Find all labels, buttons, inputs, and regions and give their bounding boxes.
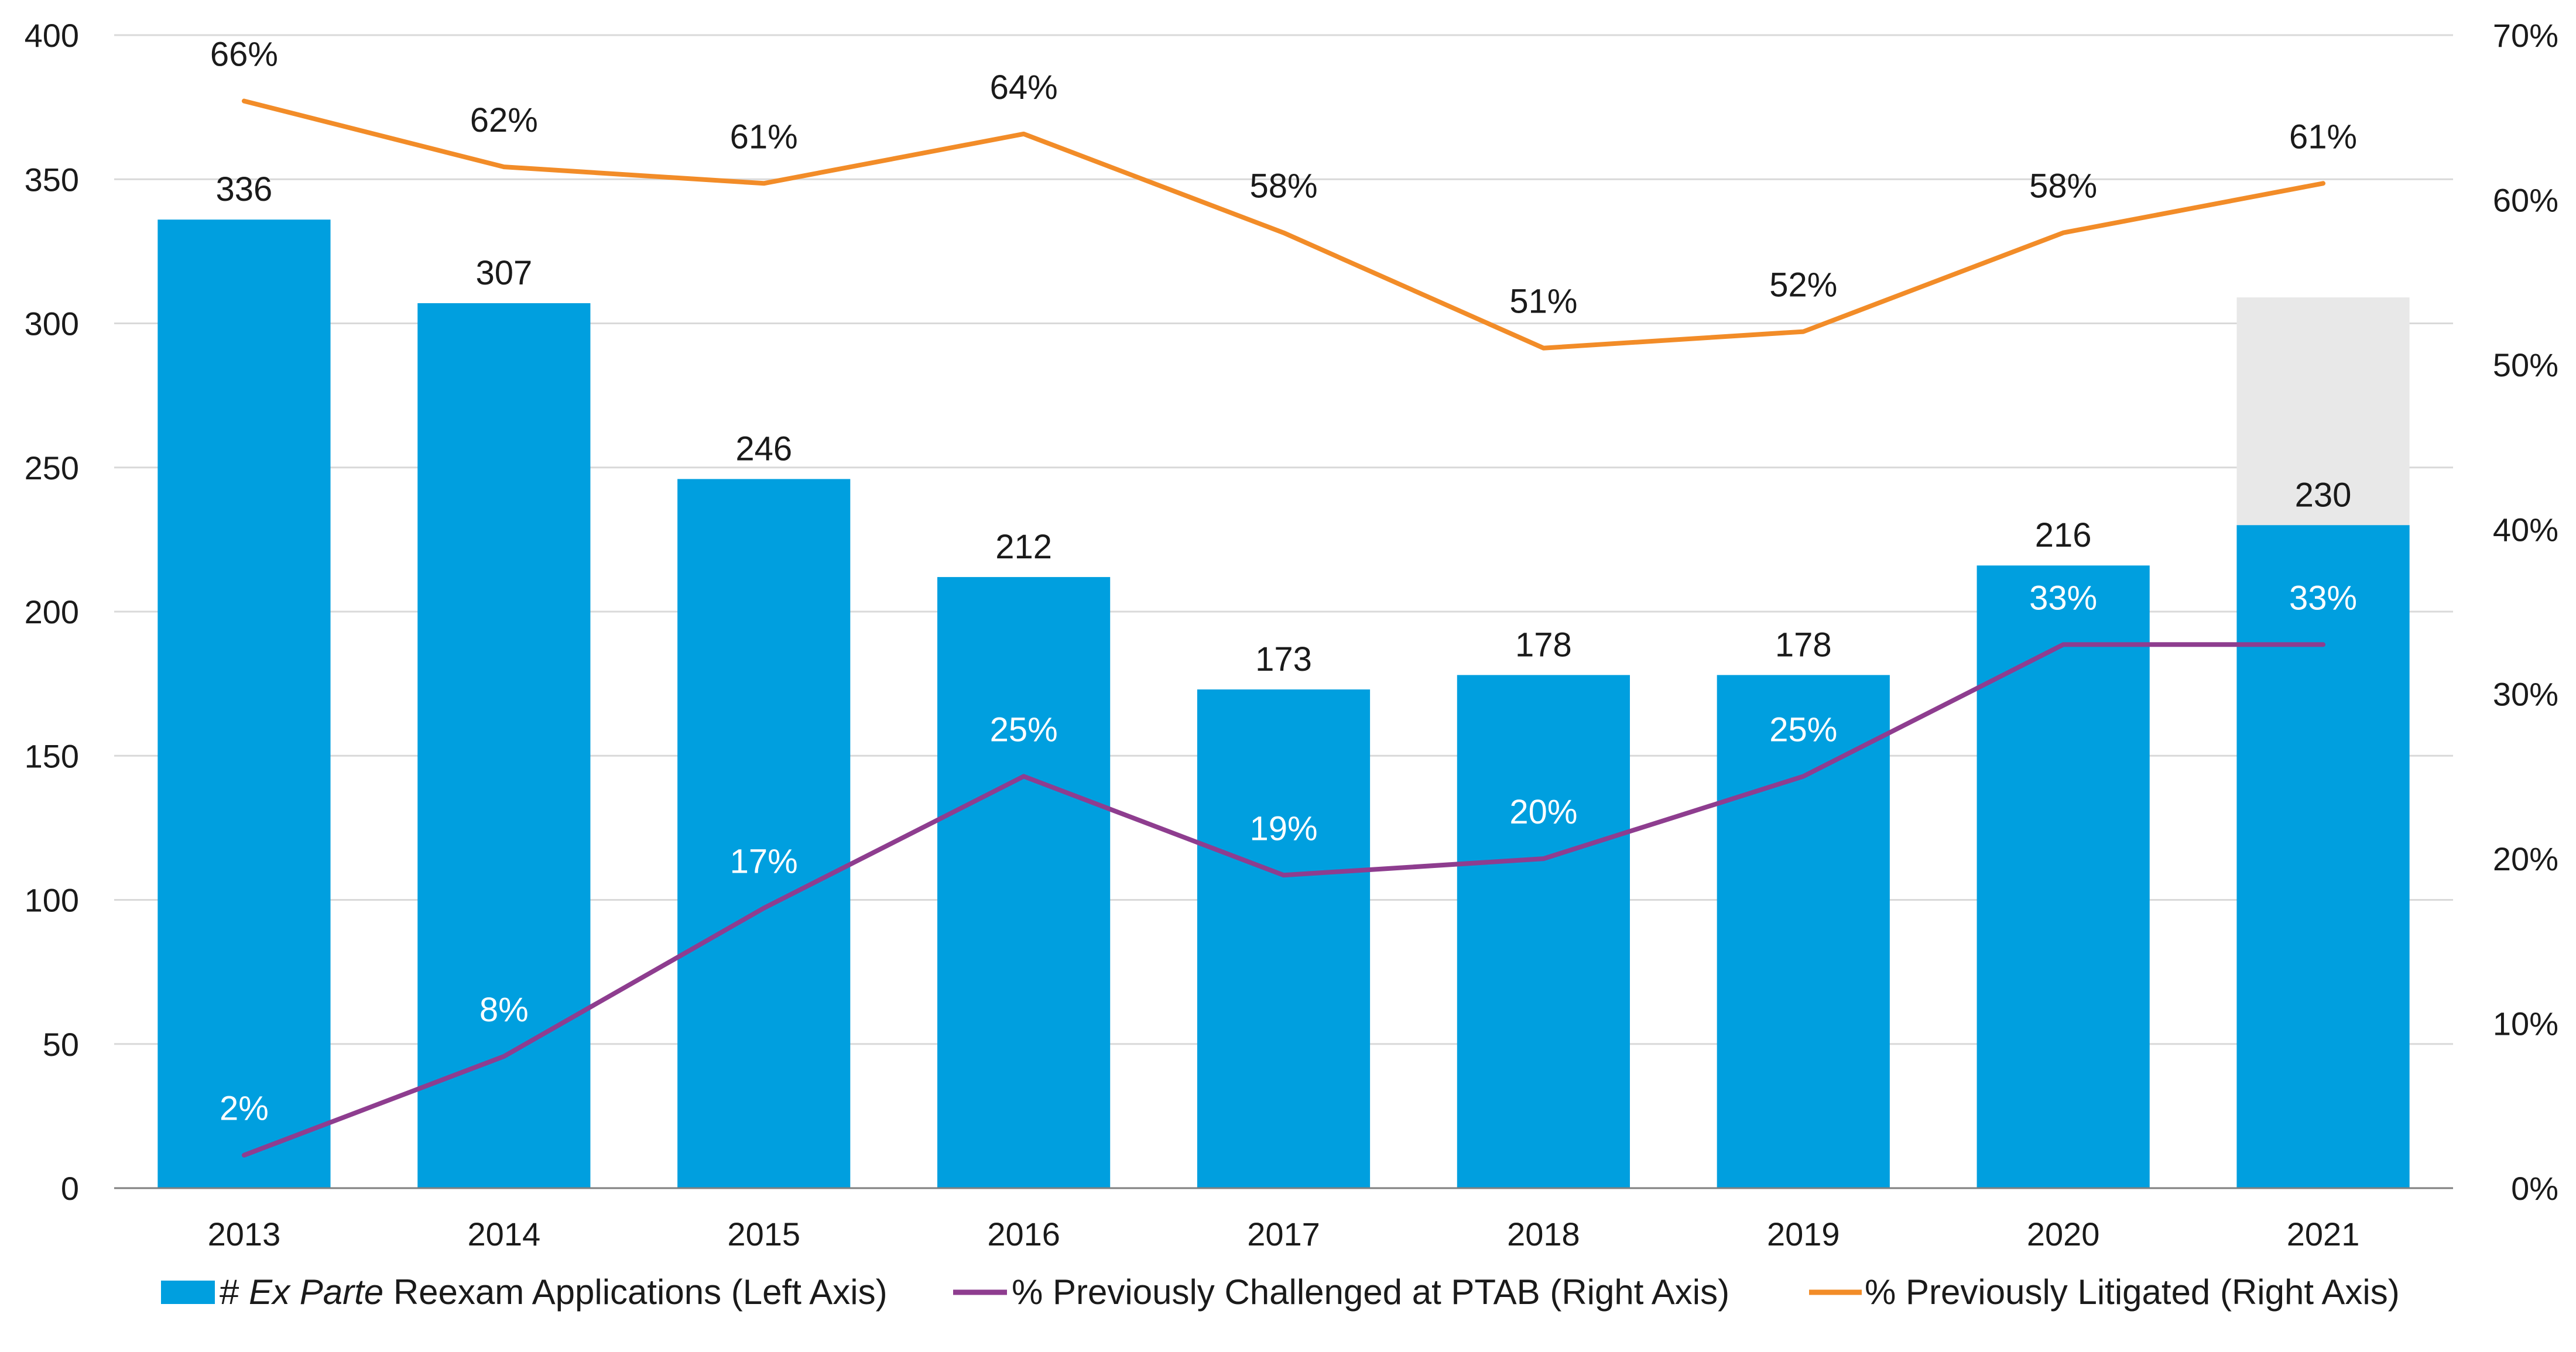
line-value-label: 64%: [990, 68, 1058, 107]
left-axis-tick: 250: [25, 449, 79, 486]
bar-value-label: 178: [1515, 626, 1572, 664]
left-axis-tick: 100: [25, 882, 79, 919]
right-axis-tick: 0%: [2511, 1170, 2558, 1207]
bar: [1197, 689, 1370, 1188]
right-axis-tick: 40%: [2493, 511, 2558, 548]
line-value-label: 58%: [2029, 167, 2097, 205]
right-axis-tick: 30%: [2493, 676, 2558, 713]
x-axis-tick: 2021: [2287, 1216, 2360, 1253]
left-axis-tick: 300: [25, 306, 79, 342]
line-value-label: 51%: [1509, 283, 1577, 321]
line-value-label: 25%: [990, 711, 1058, 749]
bar: [1717, 675, 1890, 1188]
right-axis-tick: 10%: [2493, 1006, 2558, 1042]
x-axis-tick: 2018: [1507, 1216, 1580, 1253]
left-axis-tick: 150: [25, 737, 79, 774]
line-value-label: 58%: [1249, 167, 1317, 205]
x-axis-tick: 2013: [208, 1216, 281, 1253]
left-axis-tick: 50: [43, 1026, 79, 1063]
bar-value-label: 246: [735, 430, 792, 468]
line-value-label: 19%: [1249, 809, 1317, 847]
line-value-label: 33%: [2289, 579, 2357, 617]
x-axis-tick: 2014: [468, 1216, 541, 1253]
line-value-label: 17%: [730, 843, 798, 881]
left-axis-tick: 200: [25, 593, 79, 630]
left-axis-tick: 350: [25, 161, 79, 198]
bar: [2236, 525, 2409, 1188]
line-value-label: 25%: [1769, 711, 1837, 749]
line-value-label: 62%: [470, 101, 538, 139]
legend-swatch-bar: [161, 1281, 215, 1304]
line-value-label: 61%: [730, 118, 798, 156]
bar-value-label: 173: [1255, 640, 1312, 678]
bar-value-label: 212: [995, 528, 1052, 566]
bar: [1977, 565, 2150, 1188]
x-axis-tick: 2016: [987, 1216, 1060, 1253]
legend-label: # Ex Parte Reexam Applications (Left Axi…: [220, 1272, 888, 1312]
bar-value-label: 230: [2295, 476, 2352, 514]
line-value-label: 52%: [1769, 266, 1837, 304]
line-value-label: 61%: [2289, 118, 2357, 156]
bar-value-label: 216: [2035, 516, 2092, 554]
line-value-label: 66%: [210, 36, 278, 74]
right-axis-tick: 70%: [2493, 17, 2558, 54]
x-axis-tick: 2017: [1247, 1216, 1320, 1253]
line-value-label: 20%: [1509, 793, 1577, 831]
bar: [157, 219, 330, 1188]
line-value-label: 33%: [2029, 579, 2097, 617]
legend-label: % Previously Litigated (Right Axis): [1865, 1272, 2400, 1312]
bar: [677, 479, 850, 1188]
x-axis-tick: 2015: [727, 1216, 800, 1253]
line-value-label: 8%: [479, 991, 529, 1029]
left-axis-tick: 400: [25, 17, 79, 54]
bar: [937, 577, 1110, 1188]
bar-value-label: 178: [1775, 626, 1832, 664]
line-value-label: 2%: [220, 1090, 269, 1128]
bar-value-label: 336: [216, 170, 273, 208]
right-axis-tick: 20%: [2493, 840, 2558, 877]
bar: [1457, 675, 1630, 1188]
x-axis-tick: 2019: [1767, 1216, 1840, 1253]
bar-value-label: 307: [475, 254, 532, 292]
right-axis-tick: 50%: [2493, 346, 2558, 383]
left-axis-tick: 0: [61, 1170, 79, 1207]
x-axis-tick: 2020: [2027, 1216, 2100, 1253]
right-axis-tick: 60%: [2493, 181, 2558, 218]
legend-label: % Previously Challenged at PTAB (Right A…: [1012, 1272, 1729, 1312]
